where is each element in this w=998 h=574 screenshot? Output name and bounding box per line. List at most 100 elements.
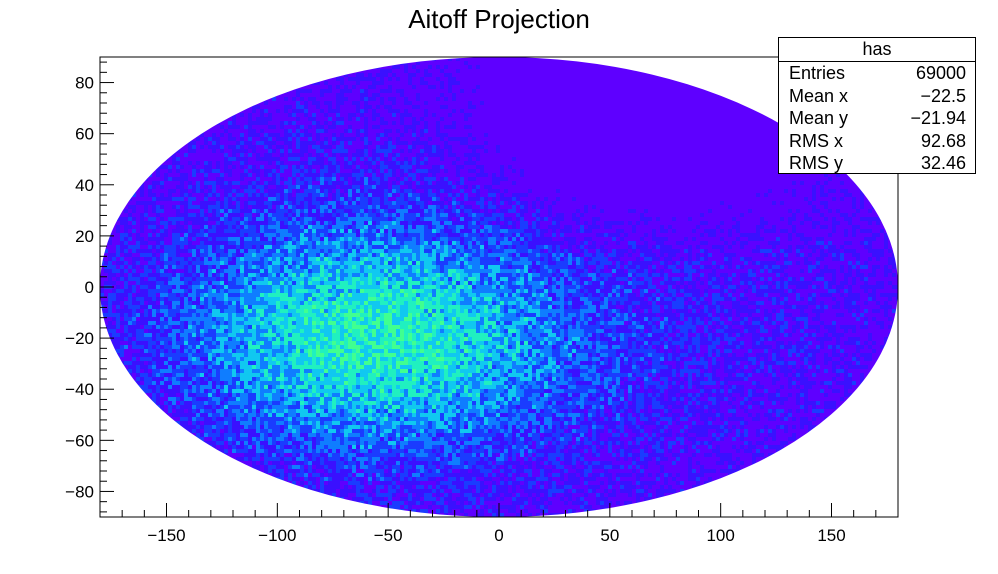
heatmap-cell: [292, 133, 296, 137]
heatmap-cell: [712, 93, 716, 97]
heatmap-cell: [740, 193, 744, 197]
heatmap-cell: [636, 125, 640, 129]
heatmap-cell: [620, 189, 624, 193]
heatmap-cell: [244, 157, 248, 161]
heatmap-cell: [296, 145, 300, 149]
heatmap-cell: [496, 197, 500, 201]
heatmap-cell: [184, 177, 188, 181]
heatmap-cell: [508, 153, 512, 157]
heatmap-cell: [340, 109, 344, 113]
heatmap-cell: [816, 185, 820, 189]
heatmap-cell: [224, 197, 228, 201]
heatmap-cell: [520, 77, 524, 81]
heatmap-cell: [356, 89, 360, 93]
heatmap-cell: [164, 161, 168, 165]
heatmap-cell: [604, 133, 608, 137]
heatmap-cell: [612, 157, 616, 161]
heatmap-cell: [428, 133, 432, 137]
heatmap-cell: [432, 169, 436, 173]
heatmap-cell: [436, 61, 440, 65]
heatmap-cell: [556, 157, 560, 161]
heatmap-cell: [488, 197, 492, 201]
heatmap-cell: [476, 129, 480, 133]
heatmap-cell: [284, 133, 288, 137]
heatmap-cell: [632, 85, 636, 89]
heatmap-cell: [260, 105, 264, 109]
heatmap-cell: [432, 81, 436, 85]
heatmap-cell: [644, 145, 648, 149]
heatmap-cell: [472, 93, 476, 97]
heatmap-cell: [460, 81, 464, 85]
heatmap-cell: [740, 189, 744, 193]
heatmap-cell: [732, 157, 736, 161]
heatmap-cell: [768, 133, 772, 137]
heatmap-cell: [644, 161, 648, 165]
heatmap-cell: [320, 77, 324, 81]
heatmap-cell: [360, 197, 364, 201]
heatmap-cell: [628, 197, 632, 201]
heatmap-cell: [660, 177, 664, 181]
heatmap-cell: [744, 145, 748, 149]
heatmap-cell: [264, 141, 268, 145]
heatmap-cell: [740, 157, 744, 161]
heatmap-cell: [304, 165, 308, 169]
heatmap-cell: [444, 185, 448, 189]
heatmap-cell: [660, 173, 664, 177]
heatmap-cell: [496, 89, 500, 93]
heatmap-cell: [412, 101, 416, 105]
heatmap-cell: [316, 89, 320, 93]
heatmap-cell: [760, 117, 764, 121]
heatmap-cell: [448, 117, 452, 121]
heatmap-cell: [256, 149, 260, 153]
heatmap-cell: [492, 149, 496, 153]
heatmap-cell: [688, 141, 692, 145]
heatmap-cell: [380, 165, 384, 169]
heatmap-cell: [584, 141, 588, 145]
heatmap-cell: [456, 69, 460, 73]
heatmap-cell: [608, 109, 612, 113]
heatmap-cell: [312, 117, 316, 121]
heatmap-cell: [308, 85, 312, 89]
heatmap-cell: [788, 185, 792, 189]
heatmap-cell: [532, 81, 536, 85]
heatmap-cell: [260, 117, 264, 121]
heatmap-cell: [488, 89, 492, 93]
heatmap-cell: [200, 137, 204, 141]
heatmap-cell: [236, 165, 240, 169]
heatmap-cell: [292, 97, 296, 101]
heatmap-cell: [204, 169, 208, 173]
heatmap-cell: [616, 73, 620, 77]
heatmap-cell: [564, 153, 568, 157]
heatmap-cell: [348, 77, 352, 81]
heatmap-cell: [520, 117, 524, 121]
heatmap-cell: [432, 93, 436, 97]
heatmap-cell: [392, 145, 396, 149]
heatmap-cell: [620, 89, 624, 93]
heatmap-cell: [744, 173, 748, 177]
heatmap-cell: [396, 181, 400, 185]
heatmap-cell: [552, 169, 556, 173]
heatmap-cell: [568, 113, 572, 117]
heatmap-cell: [392, 81, 396, 85]
heatmap-cell: [824, 181, 828, 185]
heatmap-cell: [336, 153, 340, 157]
heatmap-cell: [640, 85, 644, 89]
heatmap-cell: [712, 169, 716, 173]
heatmap-cell: [776, 189, 780, 193]
heatmap-cell: [160, 185, 164, 189]
heatmap-cell: [728, 109, 732, 113]
heatmap-cell: [812, 185, 816, 189]
heatmap-cell: [288, 173, 292, 177]
heatmap-cell: [456, 113, 460, 117]
heatmap-cell: [476, 121, 480, 125]
heatmap-cell: [692, 145, 696, 149]
heatmap-cell: [604, 141, 608, 145]
heatmap-cell: [704, 137, 708, 141]
heatmap-cell: [668, 153, 672, 157]
heatmap-cell: [784, 177, 788, 181]
heatmap-cell: [212, 153, 216, 157]
heatmap-cell: [396, 145, 400, 149]
heatmap-cell: [616, 197, 620, 201]
heatmap-cell: [456, 73, 460, 77]
heatmap-cell: [380, 173, 384, 177]
